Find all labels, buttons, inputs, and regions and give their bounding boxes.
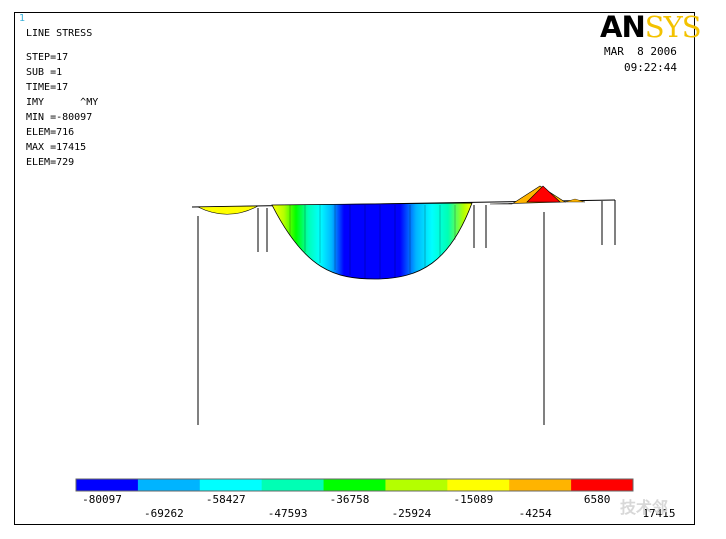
legend-swatch xyxy=(385,479,448,491)
plot-title: LINE STRESS xyxy=(26,28,93,39)
legend-swatch xyxy=(261,479,325,491)
legend-label-top: -80097 xyxy=(82,493,122,506)
min-element: ELEM=716 xyxy=(26,127,75,138)
color-legend-bar xyxy=(75,478,634,492)
element-divisions xyxy=(289,205,456,279)
legend-swatch xyxy=(447,479,510,491)
window-number: 1 xyxy=(19,13,26,24)
stress-region-right-small xyxy=(564,198,586,203)
item-label: IMY ^MY xyxy=(26,97,99,108)
legend-label-top: -58427 xyxy=(205,493,246,506)
substep-label: SUB =1 xyxy=(26,67,63,78)
legend-swatch xyxy=(323,479,386,491)
max-value: MAX =17415 xyxy=(26,142,87,153)
legend-frame xyxy=(75,478,634,492)
legend-swatch xyxy=(199,479,263,491)
legend-label-top: 6580 xyxy=(583,493,611,506)
logo-text-sys: SYS xyxy=(644,10,702,44)
watermark: 技术邻 xyxy=(620,498,669,517)
time-label: TIME=17 xyxy=(26,82,69,93)
plot-time: 09:22:44 xyxy=(624,61,677,74)
legend-swatch xyxy=(571,479,634,491)
max-element: ELEM=729 xyxy=(26,157,75,168)
legend-label-bottom: -4254 xyxy=(518,507,552,520)
logo-text-an: AN xyxy=(600,10,646,44)
legend-swatch xyxy=(76,479,139,491)
legend-swatch xyxy=(137,479,201,491)
legend-label-bottom: -25924 xyxy=(391,507,432,520)
plot-date: MAR 8 2006 xyxy=(604,45,677,58)
legend-label-bottom: -69262 xyxy=(144,507,184,520)
min-value: MIN =-80097 xyxy=(26,112,93,123)
graphics-window-frame xyxy=(14,12,695,525)
stress-region-peak xyxy=(526,185,561,203)
legend-label-top: -36758 xyxy=(329,493,370,506)
stress-region-main xyxy=(271,202,473,280)
step-label: STEP=17 xyxy=(26,52,69,63)
ansys-logo: ANSYS xyxy=(600,10,702,44)
legend-label-bottom: -47593 xyxy=(267,507,308,520)
legend-label-bottom: 17415 xyxy=(642,507,676,520)
stress-region-left xyxy=(197,205,259,215)
legend-swatch xyxy=(509,479,572,491)
legend-label-top: -15089 xyxy=(453,493,494,506)
